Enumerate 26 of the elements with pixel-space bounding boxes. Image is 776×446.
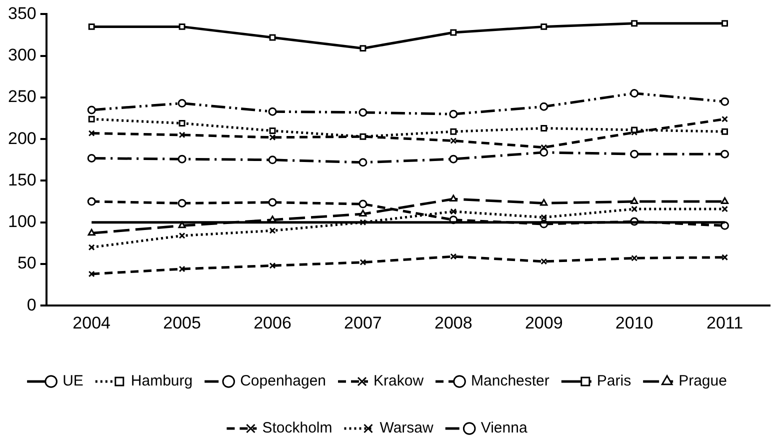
x-tick-label: 2008	[434, 313, 472, 332]
x-tick-label: 2007	[344, 313, 382, 332]
legend-label: Prague	[678, 372, 727, 390]
y-tick-label: 300	[8, 46, 36, 65]
legend-label: Manchester	[471, 372, 550, 390]
y-tick-label: 150	[8, 170, 36, 190]
legend-label: Vienna	[480, 420, 528, 437]
legend-label: Copenhagen	[240, 372, 326, 390]
legend-label: Warsaw	[380, 420, 434, 437]
legend-label: UE	[62, 372, 84, 390]
y-tick-label: 200	[8, 128, 36, 148]
y-tick-label: 250	[8, 87, 36, 106]
x-tick-label: 2004	[72, 313, 111, 332]
legend-label: Paris	[596, 372, 632, 390]
x-tick-label: 2010	[615, 313, 654, 332]
y-tick-label: 350	[8, 4, 36, 23]
y-tick-label: 0	[26, 295, 36, 314]
legend-label: Hamburg	[130, 372, 193, 390]
legend-label: Krakow	[374, 372, 424, 390]
x-tick-label: 2009	[524, 313, 563, 332]
x-tick-label: 2006	[254, 313, 292, 332]
y-tick-label: 50	[17, 254, 36, 273]
x-tick-label: 2005	[163, 313, 201, 332]
legend-label: Stockholm	[262, 420, 332, 437]
x-tick-label: 2011	[706, 313, 744, 332]
y-tick-label: 100	[8, 212, 36, 232]
